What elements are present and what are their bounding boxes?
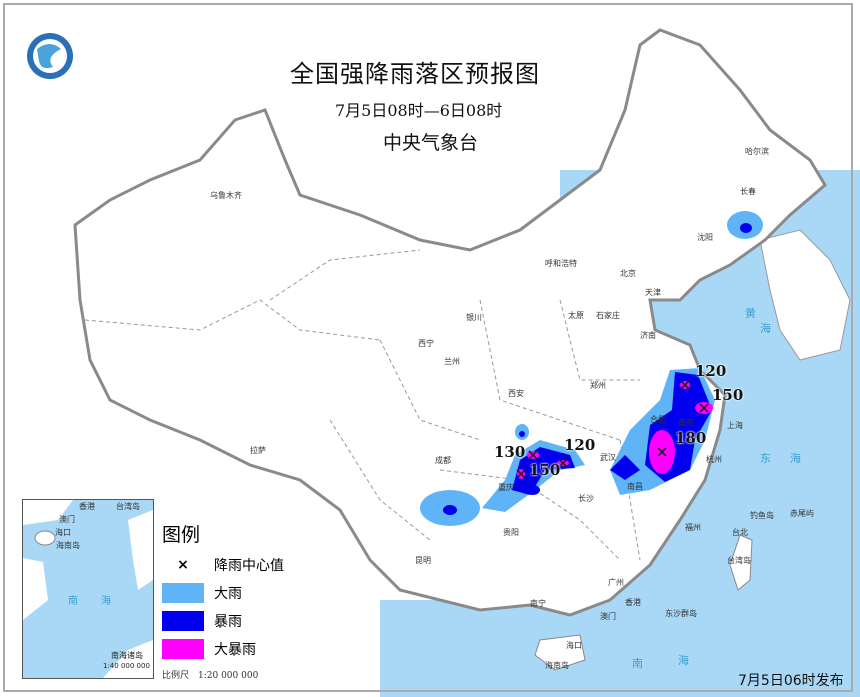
inset-label: 台湾岛 (116, 502, 140, 511)
city-label: 济南 (640, 331, 656, 340)
city-label: 沈阳 (697, 233, 713, 242)
city-label: 银川 (466, 313, 482, 322)
legend-item-heavy-rainstorm: 大暴雨 (162, 639, 256, 659)
city-label: 重庆 (498, 483, 514, 492)
organization: 中央气象台 (383, 132, 479, 154)
legend-label: 大雨 (214, 586, 242, 602)
inset-label: 海口 (55, 528, 71, 537)
rain-center-value: 180 (675, 429, 707, 447)
legend-item-center: × 降雨中心值 (162, 555, 284, 575)
sea-label: 海 (790, 452, 801, 465)
legend-label: 大暴雨 (214, 642, 256, 658)
city-label: 海口 (566, 641, 582, 650)
city-label: 广州 (608, 578, 624, 587)
cross-icon (558, 458, 568, 468)
legend-item-heavy-rain: 大雨 (162, 583, 242, 603)
inset-label: 海 (101, 596, 111, 607)
cross-icon (657, 447, 667, 457)
island-label: 台湾岛 (727, 556, 751, 565)
sea-label: 海 (678, 654, 689, 667)
city-label: 香港 (625, 598, 641, 607)
island-label: 钓鱼岛 (750, 511, 774, 520)
city-label: 南京 (678, 418, 694, 427)
map-title: 全国强降雨落区预报图 (290, 60, 540, 88)
inset-title: 南海诸岛 (111, 651, 143, 660)
rain-center-markers (516, 380, 709, 479)
cma-logo-icon (27, 33, 73, 79)
city-label: 武汉 (600, 453, 616, 462)
inset-scale: 1:40 000 000 (103, 662, 150, 670)
city-label: 乌鲁木齐 (210, 191, 242, 200)
swatch-heavy-rain (162, 583, 204, 603)
city-label: 澳门 (600, 612, 616, 621)
cross-icon (516, 469, 526, 479)
rain-center-value: 120 (695, 362, 727, 380)
inset-label: 海南岛 (56, 541, 80, 550)
inset-label: 南 (68, 596, 78, 607)
island-label: 赤尾屿 (790, 509, 814, 518)
swatch-heavy-rainstorm (162, 639, 204, 659)
city-label: 太原 (568, 311, 584, 320)
city-label: 天津 (645, 288, 661, 297)
rain-center-value: 150 (712, 386, 744, 404)
city-label: 兰州 (444, 357, 460, 366)
legend-label: 降雨中心值 (214, 558, 284, 574)
city-label: 南昌 (627, 482, 643, 491)
sea-label: 南 (632, 657, 643, 670)
sea-south (380, 600, 860, 697)
city-label: 贵阳 (503, 528, 519, 537)
city-label: 石家庄 (596, 311, 620, 320)
city-label: 哈尔滨 (745, 147, 769, 156)
taiwan (729, 534, 753, 591)
city-label: 福州 (685, 523, 701, 532)
rain-center-value: 120 (564, 436, 596, 454)
cross-icon: × (177, 557, 189, 573)
city-label: 杭州 (706, 455, 722, 464)
city-label: 昆明 (415, 556, 431, 565)
rain-center-value: 130 (494, 443, 526, 461)
forecast-period: 7月5日08时—6日08时 (335, 101, 503, 120)
city-label: 成都 (435, 456, 451, 465)
cross-icon (528, 450, 538, 460)
city-label: 郑州 (590, 381, 606, 390)
sea-label: 东 (760, 452, 771, 465)
legend-title: 图例 (162, 524, 201, 546)
cross-icon (680, 380, 690, 390)
map-scale: 比例尺 1:20 000 000 (162, 671, 259, 681)
province-borders (84, 249, 641, 561)
city-label: 长沙 (578, 494, 594, 503)
sea-label: 海 (760, 322, 771, 335)
issued-time: 7月5日06时发布 (738, 673, 844, 689)
cross-icon (699, 403, 709, 413)
city-label: 西安 (508, 389, 524, 398)
island-label: 东沙群岛 (665, 609, 697, 618)
hainan (534, 634, 586, 671)
city-label: 北京 (620, 269, 636, 278)
city-label: 台北 (732, 528, 748, 537)
inset-label: 香港 (79, 502, 95, 511)
inset-label: 澳门 (59, 515, 75, 524)
rain-center-value: 150 (529, 461, 561, 479)
legend-item-rainstorm: 暴雨 (162, 611, 242, 631)
city-label: 长春 (740, 187, 756, 196)
inset-map (23, 500, 153, 678)
city-label: 合肥 (650, 415, 666, 424)
rain-area-northeast (727, 211, 763, 239)
legend-label: 暴雨 (214, 614, 242, 630)
korea-land (759, 229, 851, 361)
city-label: 西宁 (418, 339, 434, 348)
south-china-sea-inset: 香港 台湾岛 澳门 海口 海南岛 南 海 南海诸岛 1:40 000 000 (22, 499, 154, 679)
city-label: 南宁 (530, 599, 546, 608)
city-label: 拉萨 (250, 446, 266, 455)
island-label: 海南岛 (545, 661, 569, 670)
rain-area-east (610, 368, 715, 495)
sea-label: 黄 (745, 307, 756, 320)
swatch-rainstorm (162, 611, 204, 631)
city-label: 呼和浩特 (545, 259, 577, 268)
city-label: 上海 (727, 421, 743, 430)
